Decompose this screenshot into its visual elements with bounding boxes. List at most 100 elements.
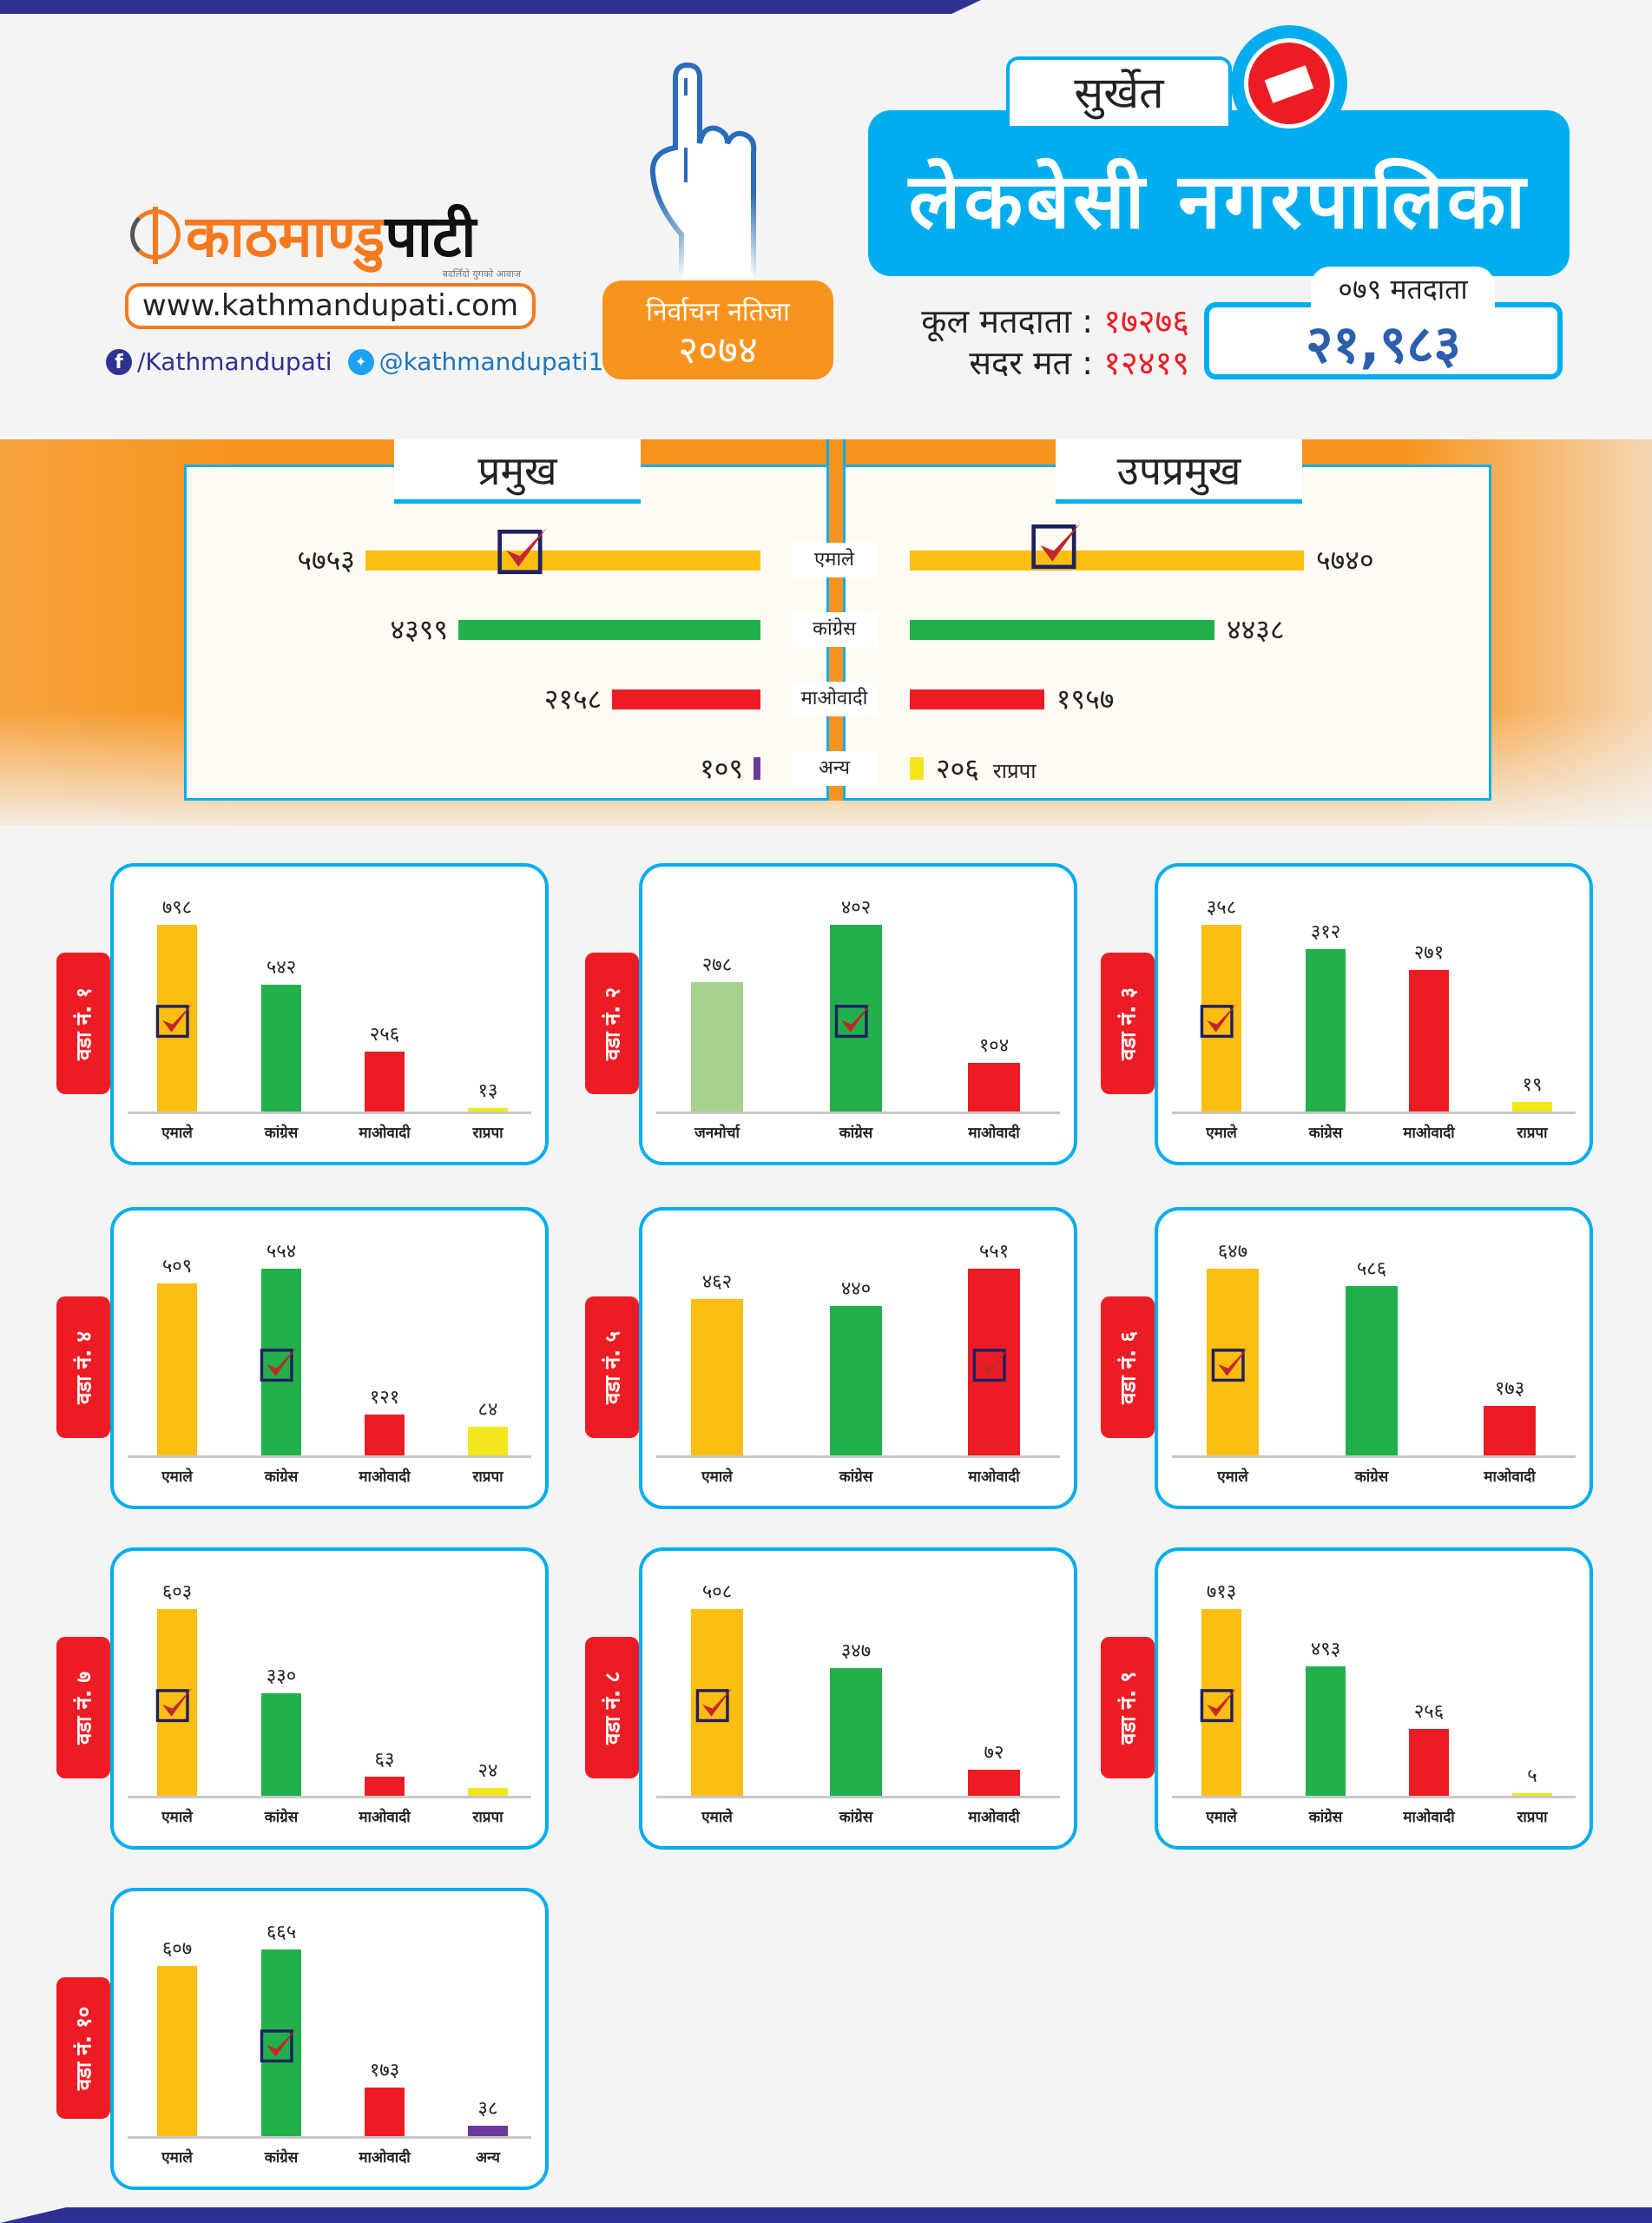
winner-check-icon (155, 1000, 194, 1040)
mayor-value: २१५८ (543, 683, 602, 716)
ward-card: ३५८ एमाले ३१२ कांग्रेस २७१ माओवादी १९ राप्रपा (1155, 863, 1593, 1165)
chart-baseline (656, 1455, 1060, 1458)
valid-votes-label: सदर मत : (969, 344, 1094, 382)
logo-text-black: पाटी (385, 203, 477, 270)
chart-baseline (128, 1796, 531, 1798)
ward-bar-value: ५८६ (1356, 1258, 1387, 1281)
ward-card: ५०८ एमाले ३४७ कांग्रेस ७२ माओवादी (639, 1547, 1077, 1850)
mayor-value: ५७५३ (297, 544, 355, 577)
deputy-value: ४४३८ (1227, 613, 1285, 646)
ward-bar-value: १०४ (978, 1035, 1010, 1058)
ward-label-text: वडा नं. १० (71, 2006, 96, 2090)
ward-bar (1409, 970, 1449, 1112)
category-label: कांग्रेस (791, 612, 878, 647)
chart-baseline (656, 1796, 1060, 1798)
total-voters-label: कूल मतदाता : (921, 302, 1094, 340)
globe-tower-icon (130, 207, 181, 264)
ward-bar (1409, 1728, 1449, 1796)
category-label: माओवादी (791, 682, 878, 716)
ward-bar (157, 925, 197, 1112)
voter-stats: कूल मतदाता : १७२७६ सदर मत : १२४१९ (859, 300, 1189, 384)
ward-bar (468, 2125, 508, 2136)
ward-bar-value: ३५८ (1206, 897, 1237, 919)
ward-category-label: माओवादी (1484, 1468, 1536, 1486)
ward-card: ४६२ एमाले ४४० कांग्रेस ५५१ माओवादी (639, 1207, 1077, 1509)
ward-category-label: राप्रपा (472, 1809, 503, 1826)
ward-category-label: कांग्रेस (264, 1468, 299, 1486)
badge-title: निर्वाचन नतिजा (646, 297, 790, 327)
ward-category-label: कांग्रेस (839, 1468, 873, 1486)
top-stripe (0, 0, 981, 14)
ward-category-label: एमाले (161, 1809, 193, 1826)
ward-label: वडा नं. ५ (585, 1296, 639, 1438)
ward-bar (468, 1108, 508, 1112)
ward-category-label: माओवादी (359, 1125, 411, 1142)
chart-baseline (128, 1455, 531, 1458)
ward-bar (365, 1776, 405, 1796)
winner-check-icon (1199, 1685, 1239, 1725)
category-label: अन्य (791, 751, 878, 786)
ward-bar (1306, 1666, 1346, 1796)
winner-check-icon (1030, 518, 1083, 572)
ward-bar (365, 1052, 405, 1112)
mayor-bar (754, 757, 760, 780)
facebook-handle[interactable]: /Kathmandupati (137, 347, 332, 376)
ward-bar-value: ८४ (477, 1399, 498, 1422)
ward-bar-value: ४९३ (1310, 1639, 1341, 1661)
ward-bar (1484, 1405, 1536, 1455)
badge-year: २०७४ (678, 328, 758, 373)
ward-card: २७८ जनमोर्चा ४०२ कांग्रेस १०४ माओवादी (639, 863, 1077, 1165)
ward-label: वडा नं. ७ (56, 1637, 110, 1778)
voters-079-label: ०७९ मतदाता (1311, 267, 1495, 312)
ward-bar-value: २५६ (1413, 1700, 1445, 1723)
ward-category-label: एमाले (161, 2149, 193, 2167)
ward-bar (968, 1269, 1020, 1455)
twitter-icon: ✦ (347, 348, 374, 375)
ward-category-label: माओवादी (359, 1809, 411, 1826)
chart-baseline (128, 1112, 531, 1114)
ward-bar (261, 1693, 301, 1796)
ward-category-label: एमाले (1217, 1468, 1248, 1486)
ward-bar (830, 925, 882, 1112)
ward-bar (157, 1283, 197, 1455)
ward-category-label: अन्य (476, 2149, 500, 2167)
ward-bar (1306, 948, 1346, 1112)
winner-check-icon (694, 1685, 734, 1725)
ward-bar-value: २७८ (701, 954, 733, 977)
ward-label: वडा नं. ८ (585, 1637, 639, 1778)
election-result-badge: निर्वाचन नतिजा २०७४ (602, 280, 833, 379)
deputy-bar (910, 550, 1305, 571)
valid-votes-value: १२४१९ (1103, 344, 1189, 382)
ward-category-label: कांग्रेस (839, 1809, 873, 1826)
chart-baseline (1172, 1112, 1576, 1114)
chart-baseline (128, 2136, 531, 2139)
ward-bar-value: ७१३ (1206, 1581, 1237, 1603)
ward-bar-value: ५५४ (266, 1241, 297, 1263)
ward-category-label: एमाले (701, 1809, 733, 1826)
chart-baseline (1172, 1455, 1576, 1458)
ward-label-text: वडा नं. ६ (1116, 1330, 1141, 1404)
ward-bar-value: ६३ (374, 1748, 395, 1771)
ward-bar (1512, 1793, 1552, 1796)
deputy-value: १९५७ (1056, 683, 1115, 716)
ward-bar-value: २४ (477, 1760, 498, 1783)
ward-card: ६०७ एमाले ६६५ कांग्रेस १७३ माओवादी ३८ अन्य (110, 1888, 549, 2190)
ward-bar-value: ५५१ (978, 1241, 1010, 1263)
ward-card: ५०९ एमाले ५५४ कांग्रेस १२१ माओवादी ८४ राप्रपा (110, 1207, 549, 1509)
deputy-other-party: राप्रपा (992, 759, 1037, 783)
website-url[interactable]: www.kathmandupati.com (125, 283, 536, 329)
ward-label-text: वडा नं. ३ (1116, 986, 1141, 1060)
ward-bar (365, 2088, 405, 2136)
ward-category-label: माओवादी (359, 2149, 411, 2167)
ward-label-text: वडा नं. ७ (71, 1671, 96, 1745)
ward-label: वडा नं. १० (56, 1977, 110, 2119)
winner-check-icon (971, 1344, 1011, 1384)
ward-category-label: एमाले (161, 1125, 193, 1142)
twitter-handle[interactable]: @kathmandupati1 (378, 347, 604, 376)
ward-bar-value: २७१ (1413, 942, 1445, 965)
ward-label-text: वडा नं. ८ (600, 1671, 625, 1745)
ward-label-text: वडा नं. ४ (71, 1330, 96, 1404)
ward-bar-value: ३१२ (1310, 920, 1341, 943)
ward-card: ७९८ एमाले ५४२ कांग्रेस २५६ माओवादी १३ राप्रपा (110, 863, 549, 1165)
tab-mayor: प्रमुख (394, 439, 641, 504)
